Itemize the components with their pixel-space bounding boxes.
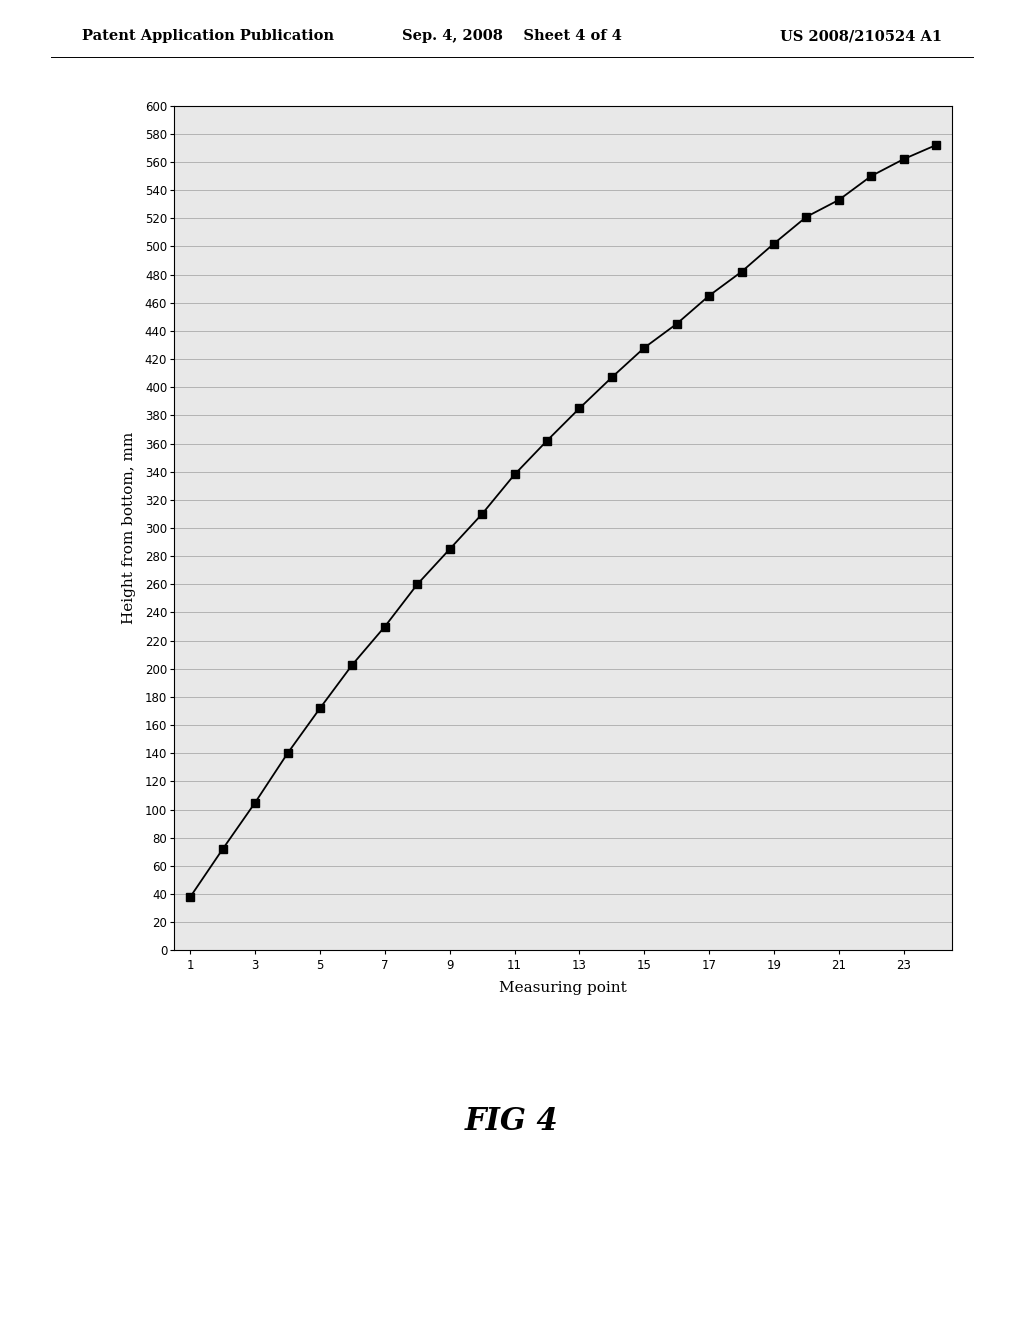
Text: FIG 4: FIG 4 [465,1106,559,1138]
Text: Sep. 4, 2008    Sheet 4 of 4: Sep. 4, 2008 Sheet 4 of 4 [402,29,622,44]
X-axis label: Measuring point: Measuring point [500,981,627,995]
Text: US 2008/210524 A1: US 2008/210524 A1 [780,29,942,44]
Text: Patent Application Publication: Patent Application Publication [82,29,334,44]
Y-axis label: Height from bottom, mm: Height from bottom, mm [123,432,136,624]
